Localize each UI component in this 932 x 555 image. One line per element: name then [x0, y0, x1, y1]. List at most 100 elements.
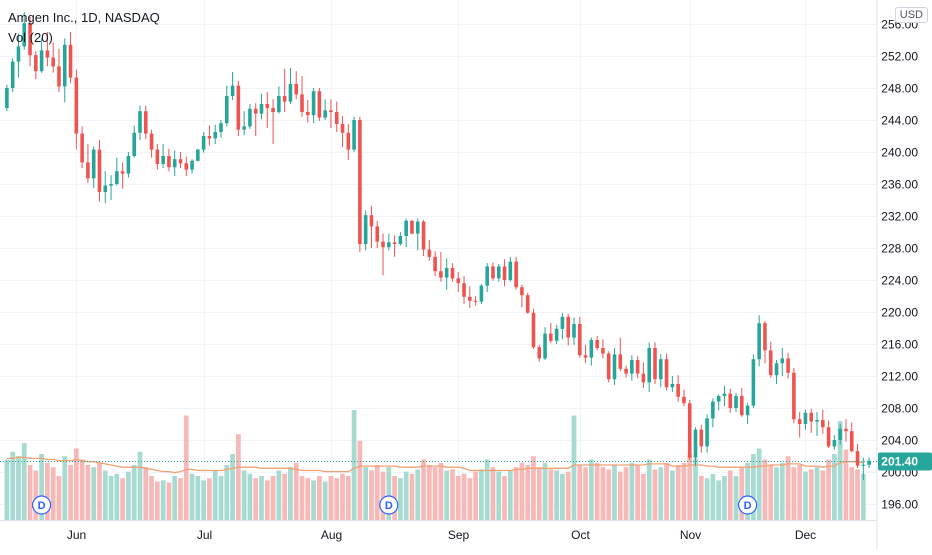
candle[interactable]	[172, 150, 177, 176]
candle[interactable]	[670, 376, 675, 392]
candle[interactable]	[780, 348, 785, 376]
candle[interactable]	[306, 100, 310, 123]
candle[interactable]	[248, 104, 252, 129]
candle[interactable]	[745, 403, 750, 424]
candle[interactable]	[815, 412, 819, 436]
candle[interactable]	[687, 400, 692, 460]
candle[interactable]	[821, 409, 825, 434]
candle[interactable]	[549, 323, 553, 344]
candle[interactable]	[734, 392, 738, 412]
candle[interactable]	[259, 93, 264, 120]
candle[interactable]	[294, 71, 299, 100]
candle[interactable]	[751, 354, 756, 408]
candle[interactable]	[641, 362, 646, 388]
candle[interactable]	[207, 125, 212, 146]
candle[interactable]	[288, 68, 293, 104]
candle[interactable]	[22, 12, 27, 50]
candle[interactable]	[722, 385, 727, 407]
candle[interactable]	[502, 259, 507, 287]
candle[interactable]	[80, 126, 84, 168]
candle[interactable]	[410, 220, 414, 235]
candle[interactable]	[589, 337, 594, 366]
candle[interactable]	[184, 156, 189, 176]
candle[interactable]	[45, 32, 50, 67]
candle[interactable]	[340, 116, 345, 148]
candle[interactable]	[224, 85, 229, 127]
candle[interactable]	[444, 258, 449, 290]
candle[interactable]	[462, 276, 466, 304]
candle[interactable]	[51, 42, 55, 73]
candle[interactable]	[838, 424, 842, 445]
candle[interactable]	[97, 140, 102, 202]
candle[interactable]	[126, 152, 131, 178]
candle[interactable]	[213, 124, 218, 144]
candle[interactable]	[161, 144, 165, 168]
candle[interactable]	[334, 101, 339, 132]
candle[interactable]	[508, 256, 513, 282]
candle[interactable]	[57, 48, 61, 92]
candle[interactable]	[867, 457, 871, 468]
candle[interactable]	[346, 124, 351, 160]
candle[interactable]	[624, 365, 628, 378]
candle[interactable]	[39, 38, 44, 73]
candle[interactable]	[774, 360, 779, 384]
candle[interactable]	[531, 308, 536, 349]
candle[interactable]	[138, 105, 142, 140]
candle[interactable]	[572, 317, 576, 345]
candle[interactable]	[398, 232, 403, 246]
candle[interactable]	[601, 339, 605, 359]
candle[interactable]	[178, 152, 183, 168]
candle[interactable]	[456, 272, 461, 292]
candle[interactable]	[653, 342, 657, 384]
candle[interactable]	[693, 427, 698, 466]
candle[interactable]	[664, 353, 669, 391]
candle[interactable]	[861, 457, 866, 480]
candle[interactable]	[635, 356, 640, 379]
candle[interactable]	[577, 316, 582, 358]
candle[interactable]	[381, 233, 385, 276]
candle[interactable]	[468, 286, 472, 308]
candle[interactable]	[427, 240, 432, 261]
candle[interactable]	[705, 414, 709, 453]
candle[interactable]	[167, 148, 171, 172]
candle[interactable]	[10, 58, 15, 92]
candle[interactable]	[560, 312, 565, 340]
candle[interactable]	[115, 157, 119, 186]
candle[interactable]	[375, 220, 380, 248]
candle[interactable]	[618, 337, 623, 372]
candle[interactable]	[537, 344, 542, 362]
candle[interactable]	[433, 251, 437, 276]
candle[interactable]	[265, 92, 270, 128]
candle[interactable]	[68, 32, 73, 84]
candle[interactable]	[190, 159, 194, 174]
candle[interactable]	[844, 419, 848, 442]
candle[interactable]	[525, 292, 530, 314]
candle[interactable]	[792, 368, 796, 424]
candle[interactable]	[606, 351, 611, 383]
candle[interactable]	[716, 394, 721, 411]
candle[interactable]	[473, 296, 478, 306]
candle[interactable]	[826, 420, 831, 448]
candle[interactable]	[219, 120, 223, 138]
candle[interactable]	[230, 72, 235, 100]
dividend-marker[interactable]: D	[737, 495, 758, 515]
candle[interactable]	[728, 388, 733, 413]
candle[interactable]	[369, 205, 374, 248]
candle[interactable]	[450, 263, 455, 282]
candle[interactable]	[149, 129, 154, 158]
candle[interactable]	[566, 313, 570, 346]
candle[interactable]	[496, 264, 501, 282]
candle[interactable]	[236, 80, 241, 136]
candle[interactable]	[809, 408, 814, 433]
candle[interactable]	[62, 38, 67, 103]
candle[interactable]	[415, 218, 420, 251]
candle[interactable]	[676, 375, 680, 402]
candle[interactable]	[647, 342, 652, 392]
candle[interactable]	[849, 422, 854, 452]
candle[interactable]	[109, 175, 113, 200]
candle[interactable]	[630, 355, 634, 381]
candle[interactable]	[74, 69, 79, 150]
candle[interactable]	[329, 99, 333, 128]
candle[interactable]	[155, 144, 160, 170]
candle[interactable]	[786, 352, 790, 379]
